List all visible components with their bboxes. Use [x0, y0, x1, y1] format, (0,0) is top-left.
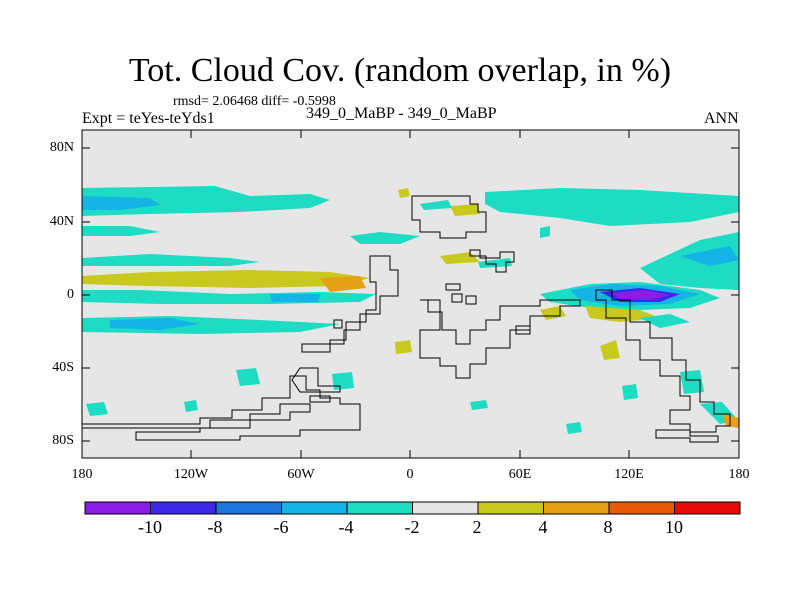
colorbar-label-2: 2 [472, 517, 482, 537]
lon-tick-120e: 120E [614, 467, 644, 482]
colorbar-label-4: 4 [538, 517, 548, 537]
colorbar-swatch-5 [412, 501, 479, 515]
colorbar-swatch-2 [215, 501, 282, 515]
outline-small-island-4 [445, 283, 461, 291]
shade-patch-6 [395, 340, 412, 354]
shade-north-pacific [82, 186, 330, 216]
lon-tick-120w: 120W [173, 467, 209, 482]
shade-north-band-2 [82, 226, 160, 236]
experiment-label: Expt = teYes-teYds1 [82, 110, 215, 127]
shade-patch-2 [398, 188, 410, 198]
shade-north-east-pacific [640, 232, 739, 290]
axis-ticks [82, 130, 739, 458]
lat-tick-40n: 40N [49, 214, 74, 229]
shade-equator-blue [270, 294, 320, 302]
shade-north-pacific-core [82, 196, 160, 210]
lat-tick-80n: 80N [49, 140, 74, 155]
shade-patch-3 [420, 200, 452, 210]
shade-tropic-cyan [82, 254, 260, 266]
shade-patch-18 [622, 384, 638, 400]
outline-central-land [419, 299, 581, 379]
colorbar-label-minus6: -6 [273, 517, 289, 537]
season-label: ANN [704, 110, 739, 127]
colorbar-swatch-1 [150, 501, 217, 515]
shade-patch-10 [86, 402, 108, 416]
shade-patch-5 [478, 258, 512, 268]
colorbar-swatch-7 [543, 501, 610, 515]
colorbar-label-minus4: -4 [338, 517, 354, 537]
lon-tick-0: 0 [406, 467, 414, 482]
shade-patch-9 [236, 368, 260, 386]
difference-shading [82, 186, 739, 434]
colorbar-label-minus2: -2 [404, 517, 420, 537]
colorbar-label-8: 8 [603, 517, 613, 537]
shade-west-pacific-peak [612, 290, 670, 300]
colorbar-swatch-3 [281, 501, 348, 515]
plot-title: Tot. Cloud Cov. (random overlap, in %) [128, 52, 672, 89]
colorbar-label-minus10: -10 [138, 517, 162, 537]
shade-patch-1 [450, 204, 480, 216]
shade-patch-8 [600, 340, 620, 360]
outline-small-island-5 [333, 319, 343, 329]
outline-south-east-island [655, 429, 719, 443]
lat-tick-40s: 40S [52, 360, 74, 375]
outline-south-continent [82, 375, 361, 441]
shade-ne-core [680, 246, 739, 266]
colorbar-label-10: 10 [665, 517, 683, 537]
colorbar-swatch-6 [477, 501, 544, 515]
continent-outlines [82, 195, 731, 443]
shade-south-tropic-core [110, 318, 200, 330]
lon-tick-60e: 60E [508, 467, 532, 482]
colorbar-swatch-8 [608, 501, 675, 515]
colorbar-swatch-0 [84, 501, 151, 515]
shade-patch-11 [184, 400, 198, 412]
outline-small-island-3 [465, 295, 477, 305]
shade-patch-12 [332, 372, 354, 390]
colorbar-label-minus8: -8 [207, 517, 223, 537]
colorbar-swatch-9 [674, 501, 741, 515]
shade-patch-16 [566, 422, 582, 434]
lat-tick-0: 0 [67, 287, 74, 302]
shade-tropic-orange [320, 276, 366, 292]
outline-western-land [301, 255, 399, 353]
lat-tick-80s: 80S [52, 433, 74, 448]
outline-south-peninsula [291, 367, 341, 393]
rmsd-diff-stats: rmsd= 2.06468 diff= -0.5998 [173, 94, 336, 109]
colorbar [84, 501, 741, 515]
outline-small-island-6 [515, 325, 531, 335]
outline-small-island-2 [451, 293, 463, 303]
shade-north-atlantic [350, 232, 420, 244]
outline-north-continent [411, 195, 487, 239]
shade-north-asia [485, 188, 739, 226]
outline-small-island-1 [309, 395, 331, 403]
lon-tick-60w: 60W [287, 467, 315, 482]
shade-south-pacific-cyan [640, 314, 690, 328]
outline-eastern-land [595, 289, 731, 433]
shade-tropic-yellow [82, 270, 370, 288]
outline-mid-island [469, 249, 515, 273]
lon-tick-180e: 180 [728, 467, 750, 482]
shade-patch-17 [470, 400, 488, 410]
colorbar-swatch-4 [346, 501, 413, 515]
shade-patch-19 [540, 226, 550, 238]
lon-tick-180w: 180 [71, 467, 93, 482]
case-label: 349_0_MaBP - 349_0_MaBP [306, 105, 497, 122]
